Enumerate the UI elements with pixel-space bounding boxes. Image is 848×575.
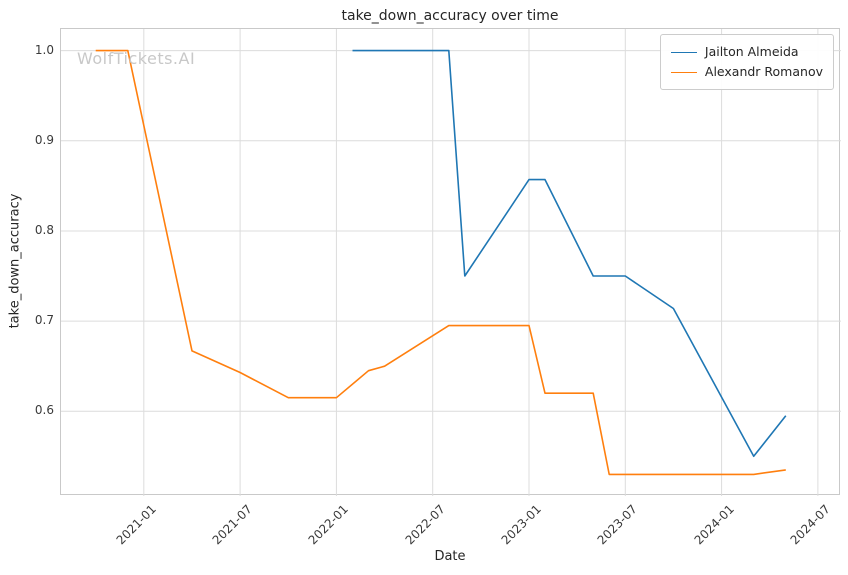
x-tick-label: 2022-07: [402, 502, 448, 548]
legend-item: Alexandr Romanov: [670, 62, 823, 82]
chart-canvas: [61, 29, 841, 496]
legend-item: Jailton Almeida: [670, 42, 823, 62]
plot-area: WolfTickets.AI: [60, 28, 841, 496]
chart-title: take_down_accuracy over time: [341, 8, 559, 24]
watermark: WolfTickets.AI: [77, 49, 196, 68]
series-line-0: [352, 49, 787, 458]
legend-label-series-0: Jailton Almeida: [704, 44, 799, 59]
y-tick-label: 0.8: [34, 222, 54, 237]
series-line-1: [95, 49, 786, 476]
y-tick-label: 0.7: [34, 313, 54, 328]
x-tick-label: 2023-01: [498, 502, 544, 548]
x-tick-label: 2024-01: [691, 502, 737, 548]
legend-line-swatch-series-0: [670, 51, 697, 53]
x-tick-label: 2024-07: [787, 502, 833, 548]
x-tick-label: 2021-07: [209, 502, 256, 548]
x-tick-label: 2023-07: [594, 502, 641, 548]
x-tick-label: 2022-01: [305, 502, 352, 548]
y-tick-label: 0.6: [34, 403, 54, 418]
y-axis-label: take_down_accuracy: [7, 193, 23, 329]
x-tick-label: 2021-01: [113, 502, 159, 548]
legend-line-swatch-series-1: [670, 71, 697, 73]
x-axis-label: Date: [434, 549, 466, 564]
legend: Jailton Almeida Alexandr Romanov: [659, 34, 834, 90]
y-tick-label: 0.9: [34, 132, 54, 147]
legend-label-series-1: Alexandr Romanov: [704, 64, 823, 79]
y-tick-label: 1.0: [34, 42, 54, 57]
